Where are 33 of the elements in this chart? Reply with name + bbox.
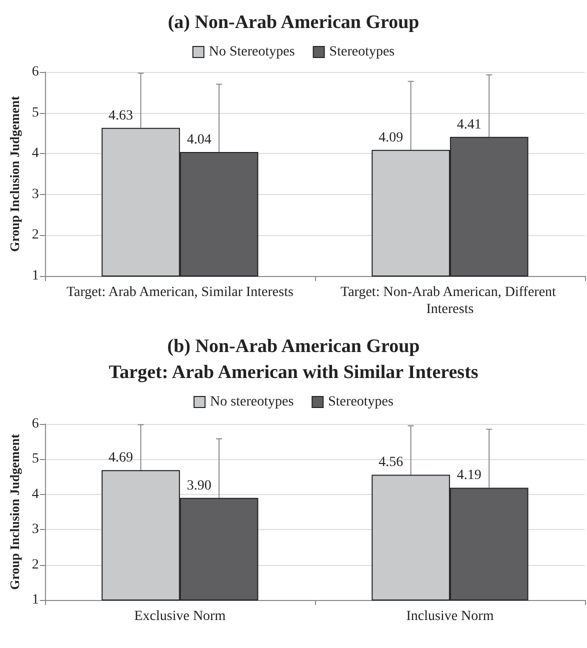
y-tick-label: 2 — [32, 228, 39, 243]
y-tick-label: 2 — [32, 557, 39, 572]
legend-label: No stereotypes — [210, 394, 294, 410]
y-tick-label: 3 — [32, 522, 39, 538]
y-tick-label: 1 — [32, 592, 39, 608]
chart-subtitle: Target: Arab American with Similar Interests — [108, 362, 478, 383]
legend-label: No Stereotypes — [208, 44, 295, 60]
y-tick-label: 1 — [32, 268, 39, 284]
x-tick-label: Exclusive Norm — [134, 609, 226, 624]
data-label: 4.04 — [186, 132, 212, 148]
data-label: 4.69 — [108, 450, 134, 466]
data-label: 3.90 — [186, 478, 212, 494]
y-axis-title: Group Inclusion Judgement — [7, 95, 22, 252]
x-tick-label: Target: Arab American, Similar Interests — [66, 285, 294, 300]
y-tick-label: 5 — [32, 452, 39, 467]
chart-title: (b) Non-Arab American Group — [167, 336, 420, 357]
y-tick-label: 4 — [32, 146, 39, 162]
data-label: 4.19 — [456, 468, 482, 484]
chart-title: (a) Non-Arab American Group — [168, 12, 420, 33]
legend-label: Stereotypes — [329, 44, 395, 60]
x-tick-label: Target: Non-Arab American, Different Interests — [340, 285, 560, 317]
legend-label: Stereotypes — [328, 394, 394, 410]
y-tick-label: 5 — [32, 105, 39, 120]
y-tick-label: 6 — [32, 64, 39, 80]
y-tick-label: 6 — [32, 416, 39, 432]
data-label: 4.56 — [378, 455, 404, 470]
y-tick-label: 3 — [32, 186, 39, 202]
data-label: 4.63 — [108, 108, 134, 124]
data-label: 4.41 — [456, 117, 482, 132]
x-tick-label: Inclusive Norm — [406, 609, 494, 624]
data-label: 4.09 — [378, 130, 404, 146]
y-axis-title: Group Inclusion Judgement — [7, 433, 22, 590]
y-tick-label: 4 — [32, 486, 39, 502]
